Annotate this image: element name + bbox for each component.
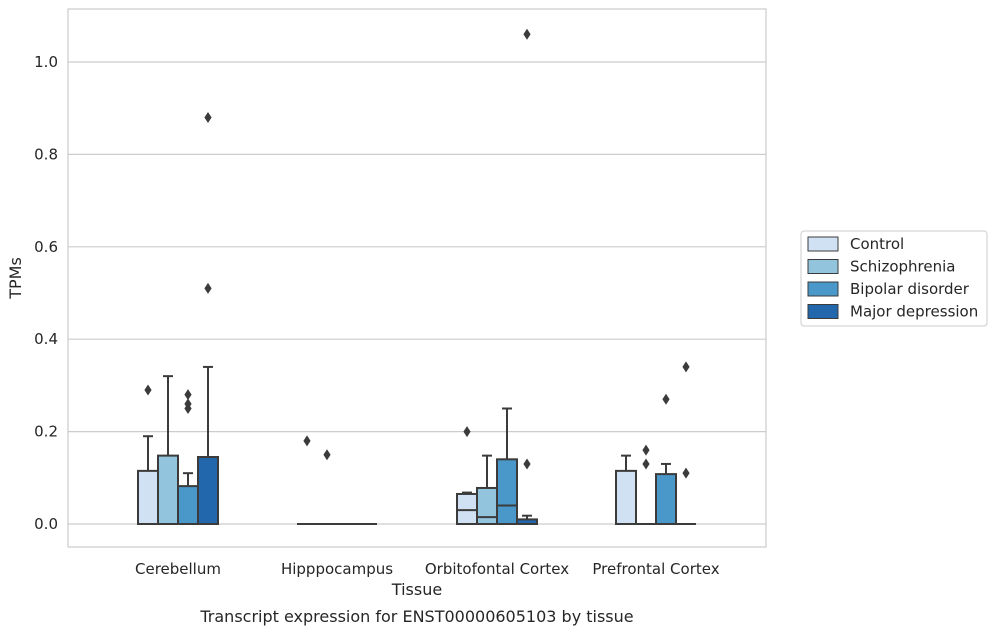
y-tick-label: 0.2	[34, 423, 58, 441]
y-axis-ticks: 0.0 0.2 0.4 0.6 0.8 1.0	[34, 53, 58, 533]
outlier-point	[523, 458, 531, 470]
legend: Control Schizophrenia Bipolar disorder Majo…	[800, 230, 988, 327]
outlier-point	[144, 384, 152, 396]
outlier-point	[642, 458, 650, 470]
y-tick-label: 0.4	[34, 330, 58, 348]
box-0-2	[177, 389, 199, 525]
box-2-3	[516, 28, 538, 526]
box-2-2	[496, 407, 518, 526]
x-axis-title: Tissue	[391, 580, 442, 599]
y-tick-label: 1.0	[34, 53, 58, 71]
legend-frame	[800, 230, 988, 327]
y-tick-label: 0.8	[34, 145, 58, 163]
box-0-1	[157, 375, 179, 525]
legend-swatch	[807, 281, 839, 297]
box-iqr	[655, 473, 677, 526]
y-tick-label: 0.0	[34, 515, 58, 533]
legend-swatch	[807, 259, 839, 274]
box-3-2	[655, 393, 677, 526]
legend-label: Major depression	[850, 303, 978, 321]
box-2-1	[476, 454, 498, 525]
outlier-point	[184, 389, 192, 401]
box-3-0	[615, 454, 637, 525]
legend-label: Bipolar disorder	[850, 280, 970, 298]
legend-label: Schizophrenia	[850, 258, 955, 276]
box-3-3	[676, 361, 696, 525]
box-1-1	[317, 449, 337, 525]
box-0-3	[197, 111, 219, 526]
outlier-point	[523, 28, 531, 40]
outlier-point	[662, 393, 670, 405]
box-plot-marks	[137, 28, 696, 526]
box-iqr	[197, 456, 219, 526]
box-iqr	[177, 485, 199, 525]
outlier-point	[682, 361, 690, 373]
outlier-point	[184, 398, 192, 410]
box-iqr	[615, 469, 637, 525]
box-iqr	[496, 458, 518, 526]
legend-swatch	[807, 236, 839, 252]
outlier-point	[323, 449, 331, 461]
outlier-point	[303, 435, 311, 447]
legend-label: Control	[850, 235, 904, 253]
plot-frame	[67, 8, 767, 548]
x-axis-ticks: Cerebellum Hipppocampus Orbitofontal Corte…	[135, 560, 720, 578]
box-3-1	[636, 444, 656, 525]
x-tick-label: Orbitofontal Cortex	[425, 560, 569, 578]
box-iqr	[137, 469, 159, 525]
outlier-point	[204, 111, 212, 123]
outlier-point	[642, 444, 650, 456]
y-tick-label: 0.6	[34, 238, 58, 256]
box-1-0	[297, 435, 317, 525]
x-tick-label: Cerebellum	[135, 560, 221, 578]
box-iqr	[456, 492, 478, 526]
x-tick-label: Prefrontal Cortex	[592, 560, 719, 578]
box-iqr	[476, 486, 498, 525]
legend-swatch	[807, 304, 839, 319]
figure-caption: Transcript expression for ENST0000060510…	[199, 607, 633, 626]
box-0-0	[137, 384, 159, 525]
outlier-point	[463, 426, 471, 438]
outlier-point	[204, 282, 212, 294]
box-2-0	[456, 426, 478, 526]
box-iqr	[157, 454, 179, 525]
x-tick-label: Hipppocampus	[281, 560, 393, 578]
y-axis-title: TPMs	[6, 257, 25, 300]
outlier-point	[682, 467, 690, 479]
